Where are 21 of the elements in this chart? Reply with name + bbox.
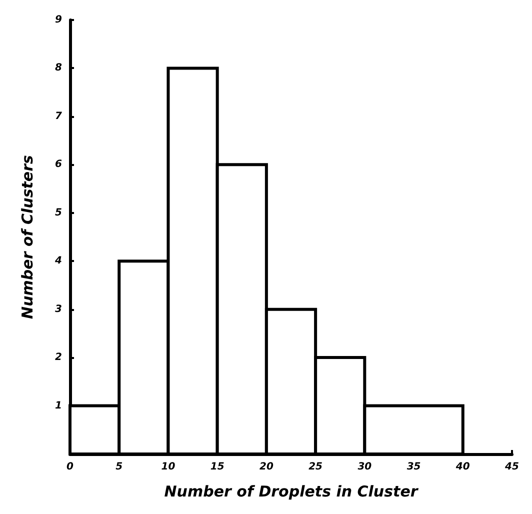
y-tick-label: 9 bbox=[55, 14, 62, 26]
x-tick-label: 35 bbox=[406, 462, 421, 472]
y-tick-label: 5 bbox=[55, 207, 62, 218]
x-tick-label: 25 bbox=[308, 462, 323, 472]
x-tick-label: 10 bbox=[161, 462, 176, 472]
y-tick-label: 2 bbox=[55, 352, 62, 364]
y-axis-title: Number of Clusters bbox=[18, 154, 36, 319]
x-tick-label: 30 bbox=[358, 462, 372, 472]
x-tick-label: 0 bbox=[66, 462, 74, 472]
x-tick-label: 45 bbox=[504, 462, 519, 472]
y-tick-label: 4 bbox=[54, 256, 62, 267]
y-tick-label: 1 bbox=[55, 400, 62, 412]
y-tick-label: 6 bbox=[55, 159, 62, 170]
y-tick-label: 8 bbox=[55, 62, 62, 74]
x-tick-label: 20 bbox=[259, 462, 274, 472]
x-axis-title: Number of Droplets in Cluster bbox=[164, 482, 420, 500]
y-tick-label: 7 bbox=[55, 110, 62, 122]
y-tick-label: 3 bbox=[55, 304, 62, 315]
x-tick-label: 15 bbox=[210, 462, 224, 472]
x-tick-label: 5 bbox=[116, 462, 123, 472]
x-tick-label: 40 bbox=[454, 462, 470, 472]
